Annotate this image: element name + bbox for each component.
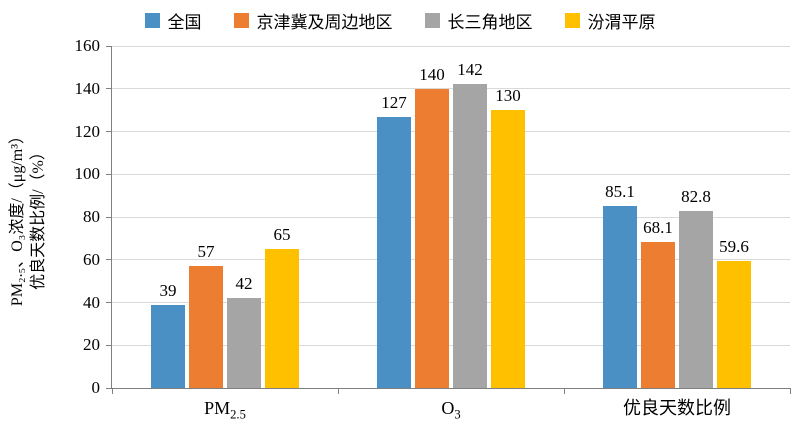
gridline — [112, 131, 790, 132]
bar — [189, 266, 223, 388]
legend-label: 汾渭平原 — [587, 13, 656, 32]
legend-swatch — [233, 13, 249, 28]
x-tick — [563, 388, 565, 394]
y-tick-label: 160 — [74, 36, 101, 55]
y-tick — [106, 259, 112, 261]
y-tick-label: 40 — [83, 292, 100, 312]
bar — [679, 211, 713, 388]
y-tick-label: 20 — [83, 335, 100, 355]
x-axis-line — [112, 387, 790, 389]
bar — [265, 249, 299, 388]
y-tick — [106, 173, 112, 175]
y-tick-label: 100 — [74, 164, 101, 184]
y-tick — [106, 216, 112, 218]
bar-value-label: 82.8 — [681, 187, 711, 206]
legend-swatch — [144, 13, 160, 28]
legend-item: 全国 — [144, 8, 202, 33]
legend-item: 汾渭平原 — [564, 8, 656, 33]
x-tick — [337, 388, 339, 394]
x-axis-category-label: 优良天数比例 — [564, 398, 790, 418]
x-tick — [111, 388, 113, 394]
legend-item: 长三角地区 — [424, 8, 533, 33]
gridline — [112, 173, 790, 175]
bar-value-label: 39 — [159, 280, 177, 300]
bar-value-label: 127 — [381, 92, 407, 112]
y-tick — [106, 131, 112, 132]
y-tick — [106, 387, 112, 389]
bar — [641, 242, 675, 388]
y-tick — [106, 88, 112, 90]
bar — [377, 116, 411, 388]
legend-label: 长三角地区 — [447, 13, 533, 32]
gridline — [112, 216, 790, 218]
legend-item: 京津冀及周边地区 — [233, 8, 393, 33]
y-tick — [106, 302, 112, 303]
bar-value-label: 42 — [235, 274, 253, 294]
y-axis-title-line1: PM₂.₅、O₃浓度/（μg/m³） — [9, 127, 26, 307]
y-tick — [106, 344, 112, 346]
x-tick — [789, 388, 791, 394]
category-label-text: O — [441, 398, 455, 418]
bar-value-label: 142 — [457, 60, 483, 80]
bar-value-label: 57 — [197, 242, 215, 262]
bar — [151, 304, 185, 388]
y-axis-line — [111, 46, 112, 388]
category-label-subscript: 2.5 — [230, 407, 246, 422]
y-axis-title: PM₂.₅、O₃浓度/（μg/m³） 优良天数比例/（%） — [7, 46, 49, 388]
gridline — [112, 259, 790, 261]
legend-swatch — [424, 13, 440, 28]
category-label-text: PM — [204, 398, 231, 418]
bar — [453, 84, 487, 388]
y-tick-label: 60 — [83, 249, 100, 269]
legend-label: 全国 — [167, 13, 202, 32]
bar-value-label: 68.1 — [643, 218, 673, 238]
bar — [603, 206, 637, 388]
gridline — [112, 302, 790, 303]
gridline — [112, 344, 790, 346]
legend-label: 京津冀及周边地区 — [256, 13, 393, 32]
legend-swatch — [564, 13, 580, 28]
y-tick-label: 140 — [74, 78, 101, 98]
bar-value-label: 85.1 — [605, 182, 635, 202]
bar — [717, 260, 751, 388]
legend: 全国 京津冀及周边地区 长三角地区 汾渭平原 — [0, 8, 800, 33]
category-label-subscript: 3 — [454, 407, 461, 422]
category-label-text: 优良天数比例 — [623, 398, 731, 418]
y-tick — [106, 45, 112, 47]
y-tick-label: 120 — [74, 121, 101, 141]
y-tick-label: 0 — [91, 378, 101, 397]
bar-value-label: 140 — [419, 64, 445, 84]
bar-value-label: 65 — [273, 225, 291, 245]
bar-value-label: 59.6 — [719, 236, 749, 256]
y-tick-label: 80 — [83, 207, 100, 226]
y-axis-title-line2: 优良天数比例/（%） — [30, 144, 47, 290]
bar — [491, 110, 525, 388]
x-axis-category-label: O3 — [338, 398, 564, 425]
gridline — [112, 88, 790, 90]
bar — [227, 298, 261, 388]
bar-value-label: 130 — [495, 86, 521, 106]
bar — [415, 88, 449, 388]
gridline — [112, 45, 790, 47]
x-axis-category-label: PM2.5 — [112, 398, 338, 425]
